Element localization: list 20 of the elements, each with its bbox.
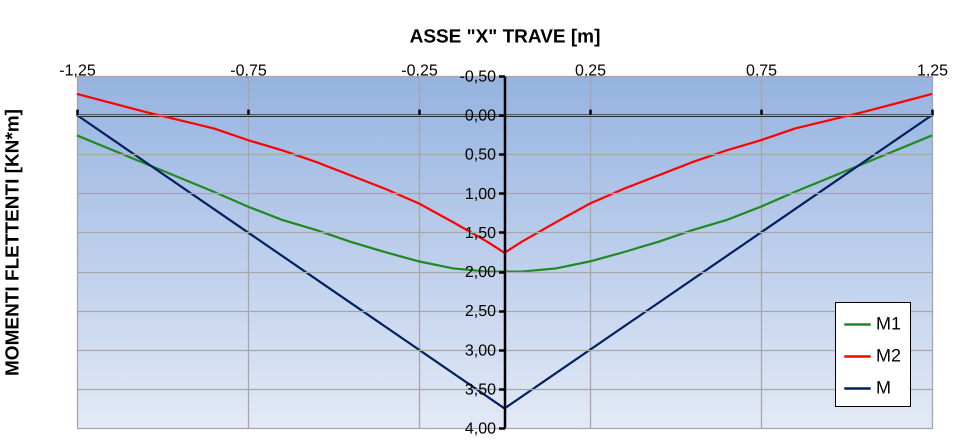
x-tick-label: 1,25 [916, 62, 948, 80]
y-tick-label: 1,50 [464, 224, 496, 242]
x-tick-label: 0,75 [746, 62, 778, 80]
y-axis-title: MOMENTI FLETTENTI [KN*m] [2, 108, 24, 376]
legend-label: M2 [876, 346, 902, 366]
y-tick-label: 2,50 [464, 303, 496, 320]
y-tick-label: 0,50 [464, 146, 496, 164]
x-tick-label: -0,75 [230, 62, 267, 80]
x-axis-title: ASSE "X" TRAVE [m] [410, 26, 600, 48]
x-tick-label: -0,25 [401, 62, 438, 80]
x-tick-label: 0,25 [574, 62, 606, 80]
x-tick-label: -1,25 [59, 62, 96, 80]
y-tick-label: 3,50 [464, 381, 496, 398]
legend-label: M [876, 378, 891, 398]
y-tick-label: 3,00 [464, 342, 496, 360]
y-tick-label: 1,00 [464, 186, 496, 203]
y-tick-label: -0,50 [460, 68, 496, 86]
legend-label: M1 [876, 314, 902, 334]
y-tick-label: 4,00 [464, 420, 496, 438]
line-series [76, 92, 934, 254]
